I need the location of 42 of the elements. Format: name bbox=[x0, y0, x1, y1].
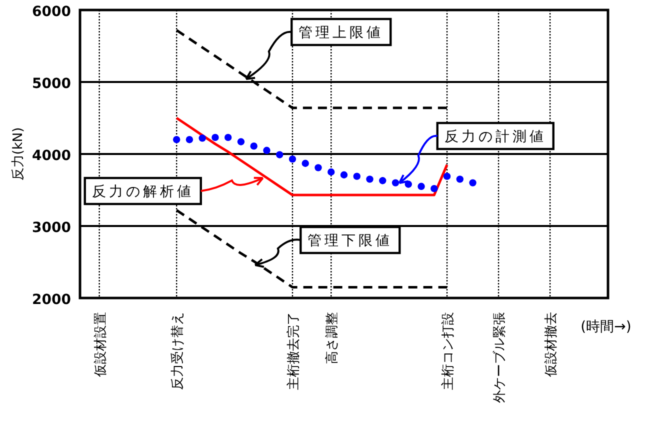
x-tick-label: 外ケーブル緊張 bbox=[492, 312, 508, 403]
point bbox=[366, 176, 374, 183]
point bbox=[392, 179, 400, 186]
point bbox=[198, 134, 206, 142]
x-tick-label: 高さ調整 bbox=[324, 312, 340, 364]
x-tick-label: 仮設材撤去 bbox=[544, 312, 560, 378]
point bbox=[276, 151, 284, 158]
point bbox=[212, 134, 219, 142]
x-axis-title: (時間→) bbox=[580, 319, 632, 335]
point bbox=[186, 136, 194, 144]
point bbox=[288, 155, 296, 163]
x-tick-label: 主桁コン打設 bbox=[440, 312, 456, 390]
y-axis-title: 反力(kN) bbox=[11, 127, 26, 181]
x-tick-label: 主桁撤去完了 bbox=[285, 312, 302, 390]
y-tick-label: 4000 bbox=[32, 148, 72, 164]
series-label: 反力の計測値 bbox=[444, 129, 546, 145]
x-tick-label: 反力受け替え bbox=[170, 312, 186, 390]
point bbox=[469, 179, 476, 186]
point bbox=[302, 160, 309, 167]
point bbox=[404, 180, 412, 188]
y-tick-label: 6000 bbox=[32, 4, 72, 20]
point bbox=[379, 177, 386, 184]
point bbox=[172, 136, 180, 144]
y-tick-label: 5000 bbox=[32, 76, 72, 92]
y-tick-label: 2000 bbox=[32, 292, 72, 308]
point bbox=[443, 172, 451, 180]
x-tick-label: 仮設材設置 bbox=[93, 312, 108, 378]
legend-label: 反力の解析値 bbox=[92, 184, 194, 200]
point bbox=[418, 182, 425, 190]
y-tick-label: 3000 bbox=[32, 220, 72, 236]
point bbox=[314, 164, 322, 172]
point bbox=[224, 134, 232, 142]
point bbox=[353, 172, 360, 180]
point bbox=[430, 184, 438, 192]
point bbox=[237, 138, 245, 146]
text: 管理上限値 bbox=[298, 25, 384, 41]
point bbox=[328, 168, 335, 176]
text: 管理下限値 bbox=[308, 233, 393, 249]
point bbox=[456, 176, 464, 183]
point bbox=[250, 142, 258, 150]
point bbox=[340, 171, 348, 178]
point bbox=[263, 146, 270, 154]
